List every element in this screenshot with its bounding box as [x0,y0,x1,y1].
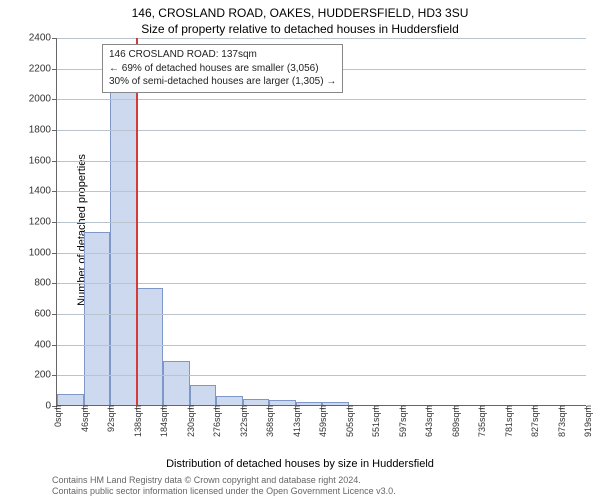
x-tick-label: 413sqm [292,405,302,437]
y-tick-label: 1400 [11,186,51,197]
y-tick [52,69,57,70]
page-subtitle: Size of property relative to detached ho… [0,22,600,36]
y-tick-label: 2200 [11,63,51,74]
y-tick-label: 400 [11,339,51,350]
property-marker-line [136,38,138,405]
x-tick-label: 827sqm [530,405,540,437]
y-tick [52,38,57,39]
y-tick-label: 200 [11,370,51,381]
y-tick [52,191,57,192]
x-tick-label: 0sqm [53,405,63,427]
x-tick-label: 46sqm [80,405,90,432]
x-tick-label: 919sqm [583,405,593,437]
y-tick-label: 1200 [11,217,51,228]
y-tick-label: 800 [11,278,51,289]
x-tick-label: 230sqm [186,405,196,437]
footer-line: Contains HM Land Registry data © Crown c… [52,475,361,485]
y-tick [52,283,57,284]
histogram-bar [57,394,84,405]
y-tick-label: 1000 [11,247,51,258]
y-tick [52,99,57,100]
x-tick-label: 322sqm [239,405,249,437]
annotation-line: 146 CROSLAND ROAD: 137sqm [109,48,336,62]
chart-annotation-box: 146 CROSLAND ROAD: 137sqm ← 69% of detac… [102,44,343,93]
y-tick [52,222,57,223]
x-tick-label: 873sqm [557,405,567,437]
footer-line: Contains public sector information licen… [52,486,396,496]
x-tick-label: 597sqm [398,405,408,437]
x-tick-label: 643sqm [424,405,434,437]
histogram-bar [190,385,217,405]
y-tick [52,345,57,346]
x-tick-label: 138sqm [133,405,143,437]
y-tick-label: 1600 [11,155,51,166]
chart-plot-area: 0200400600800100012001400160018002000220… [56,38,586,406]
y-tick-label: 2400 [11,33,51,44]
x-axis-label: Distribution of detached houses by size … [0,458,600,470]
y-tick-label: 0 [11,401,51,412]
x-tick-label: 276sqm [212,405,222,437]
y-tick [52,375,57,376]
histogram-bar [110,57,137,405]
y-tick [52,130,57,131]
annotation-line: ← 69% of detached houses are smaller (3,… [109,62,336,76]
y-tick-label: 2000 [11,94,51,105]
histogram-bar [84,232,111,405]
x-tick-label: 184sqm [159,405,169,437]
x-tick-label: 505sqm [345,405,355,437]
x-tick-label: 459sqm [318,405,328,437]
histogram-bar [163,361,190,405]
x-tick-label: 92sqm [106,405,116,432]
x-tick-label: 551sqm [371,405,381,437]
annotation-line: 30% of semi-detached houses are larger (… [109,75,336,89]
x-tick-label: 781sqm [504,405,514,437]
x-tick-label: 735sqm [477,405,487,437]
y-tick-label: 1800 [11,125,51,136]
x-tick-label: 368sqm [265,405,275,437]
histogram-bar [216,396,243,405]
x-tick-label: 689sqm [451,405,461,437]
y-tick-label: 600 [11,309,51,320]
page-title: 146, CROSLAND ROAD, OAKES, HUDDERSFIELD,… [0,6,600,20]
histogram-bar [137,288,164,405]
y-tick [52,253,57,254]
y-tick [52,314,57,315]
y-tick [52,161,57,162]
